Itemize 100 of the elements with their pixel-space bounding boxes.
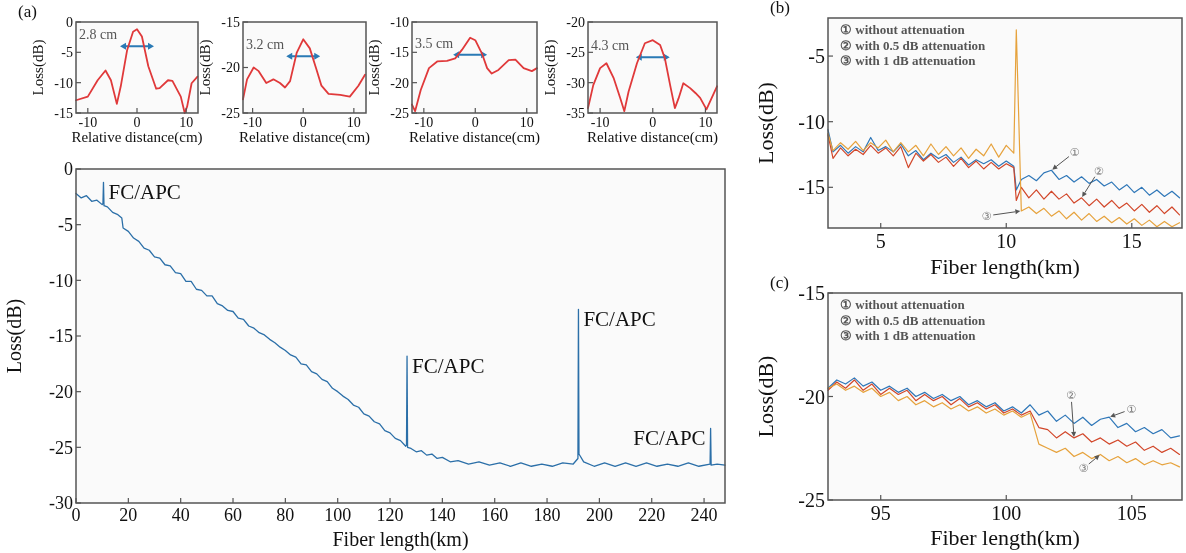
- y-axis-title: Loss(dB): [753, 355, 778, 438]
- x-axis-title: Relative distance(cm): [238, 129, 371, 146]
- annotation: ③ with 1 dB attenuation: [840, 53, 977, 68]
- x-tick-label: 10: [996, 230, 1017, 252]
- x-tick-label: 105: [1116, 502, 1147, 524]
- annotation: ②: [1093, 164, 1104, 178]
- x-tick-label: 0: [649, 115, 657, 130]
- y-tick-label: -25: [221, 105, 240, 121]
- x-axis-title: Relative distance(cm): [586, 129, 719, 146]
- x-tick-label: 60: [224, 505, 243, 525]
- x-tick-label: 240: [690, 505, 718, 525]
- x-tick-label: 100: [324, 505, 352, 525]
- y-tick-label: -20: [221, 60, 240, 76]
- y-tick-label: -15: [54, 105, 73, 121]
- y-tick-label: -25: [566, 45, 585, 61]
- x-tick-label: 160: [481, 505, 509, 525]
- y-tick-label: -25: [390, 105, 409, 121]
- annotation: 3.2 cm: [246, 37, 285, 53]
- line-series: [827, 377, 1181, 439]
- annotation: ③: [981, 209, 992, 223]
- x-tick-label: 100: [991, 502, 1022, 524]
- x-tick-label: -10: [78, 115, 98, 130]
- x-axis-title: Relative distance(cm): [408, 129, 541, 146]
- y-tick-label: -20: [566, 14, 585, 30]
- y-tick-label: -25: [798, 489, 825, 511]
- x-tick-label: 5: [875, 230, 886, 252]
- y-tick-label: -20: [49, 381, 73, 402]
- y-tick-label: -10: [390, 14, 409, 30]
- x-tick-label: 0: [471, 115, 479, 130]
- x-axis-title: Relative distance(cm): [71, 129, 203, 146]
- line-series: [411, 36, 538, 113]
- annotation: ③: [1078, 462, 1089, 476]
- y-tick-label: -15: [221, 14, 240, 30]
- x-tick-label: 200: [585, 505, 613, 525]
- x-tick-label: 15: [1121, 230, 1142, 252]
- annotation: ② with 0.5 dB attenuation: [840, 312, 987, 328]
- x-tick-label: 10: [346, 115, 361, 130]
- chart-title: (b): [770, 0, 790, 17]
- annotation: ②: [1066, 388, 1077, 402]
- y-axis-title: Loss(dB): [30, 39, 47, 96]
- chart-title: (c): [770, 273, 789, 292]
- y-tick-label: -20: [390, 75, 409, 91]
- x-tick-label: -10: [414, 115, 434, 130]
- annotation: ①: [1069, 146, 1080, 160]
- y-tick-label: -5: [61, 45, 73, 61]
- y-tick-label: -5: [808, 45, 825, 68]
- y-tick-label: -15: [49, 326, 73, 347]
- y-tick-label: 0: [64, 159, 73, 180]
- y-axis-title: Loss(dB): [753, 82, 778, 164]
- chart-title: (a): [18, 2, 37, 21]
- x-tick-label: 220: [638, 505, 666, 525]
- line-series: [75, 181, 726, 467]
- line-series: [827, 379, 1181, 456]
- y-axis-title: Loss(dB): [542, 39, 559, 96]
- x-tick-label: 95: [870, 502, 891, 524]
- x-tick-label: 120: [376, 505, 404, 525]
- annotation: 4.3 cm: [591, 38, 630, 54]
- x-axis-title: Fiber length(km): [930, 254, 1080, 279]
- x-axis-title: Fiber length(km): [930, 525, 1080, 550]
- y-tick-label: -15: [390, 45, 409, 61]
- y-tick-label: 0: [66, 14, 73, 30]
- y-axis-title: Loss(dB): [3, 298, 26, 374]
- y-tick-label: -5: [58, 214, 73, 235]
- x-tick-label: -10: [243, 115, 262, 130]
- annotation: FC/APC: [412, 354, 485, 379]
- y-axis-title: Loss(dB): [197, 39, 214, 96]
- y-tick-label: -30: [49, 493, 73, 514]
- y-tick-label: -35: [566, 105, 585, 121]
- x-tick-label: -10: [590, 115, 610, 130]
- x-tick-label: 10: [179, 115, 194, 130]
- x-tick-label: 10: [698, 115, 713, 130]
- line-series: [75, 28, 199, 114]
- x-tick-label: 10: [519, 115, 534, 130]
- x-tick-label: 140: [428, 505, 456, 525]
- x-axis-title: Fiber length(km): [332, 528, 469, 551]
- annotation: 3.5 cm: [415, 35, 454, 51]
- y-tick-label: -10: [54, 75, 73, 91]
- annotation: ③ with 1 dB attenuation: [840, 328, 977, 343]
- annotation: ① without attenuation: [840, 22, 966, 37]
- y-tick-label: -25: [49, 437, 73, 458]
- y-tick-label: -15: [798, 282, 825, 304]
- line-series: [587, 39, 718, 113]
- y-tick-label: -10: [49, 270, 73, 291]
- x-tick-label: 40: [171, 505, 190, 525]
- annotation: ① without attenuation: [840, 297, 966, 312]
- y-tick-label: -20: [798, 385, 825, 408]
- annotation: ①: [1126, 403, 1137, 417]
- y-axis-title: Loss(dB): [366, 39, 383, 96]
- y-tick-label: -15: [798, 176, 825, 199]
- x-tick-label: 0: [133, 115, 141, 130]
- x-tick-label: 180: [533, 505, 561, 525]
- annotation: FC/APC: [583, 307, 656, 332]
- annotation: 2.8 cm: [79, 27, 118, 43]
- y-tick-label: -30: [566, 75, 585, 91]
- annotation: FC/APC: [108, 180, 181, 205]
- x-tick-label: 0: [299, 115, 307, 130]
- annotation: ② with 0.5 dB attenuation: [840, 37, 987, 53]
- annotation: FC/APC: [633, 426, 706, 451]
- x-tick-label: 80: [276, 505, 295, 525]
- x-tick-label: 20: [119, 505, 138, 525]
